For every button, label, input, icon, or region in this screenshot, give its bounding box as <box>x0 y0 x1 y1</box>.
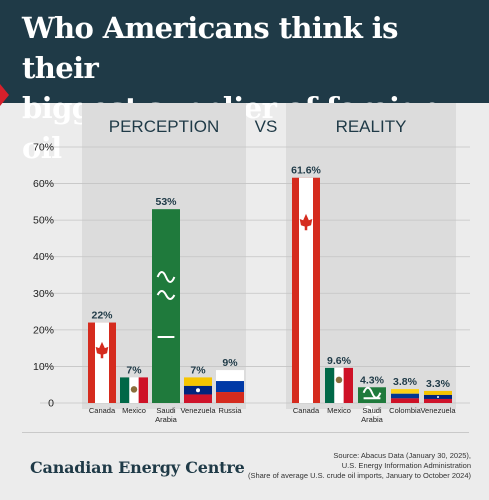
vs-label: VS <box>255 117 278 136</box>
reality-data-label: 61.6% <box>291 165 321 177</box>
reality-bar-mexico <box>325 367 353 403</box>
footer-divider <box>22 432 469 433</box>
perception-category-label: Mexico <box>122 406 146 415</box>
perception-title: PERCEPTION <box>109 117 220 136</box>
red-accent-marker <box>0 84 9 106</box>
shahada-script <box>156 290 176 300</box>
canada-flag-white <box>299 177 313 403</box>
flag-stripe-bottom <box>184 394 212 403</box>
reality-data-label: 4.3% <box>360 374 385 386</box>
perception-bar-venezuela <box>184 377 212 403</box>
y-tick-label: 60% <box>33 178 54 190</box>
mexico-eagle-emblem <box>335 376 343 384</box>
saudi-flag-field <box>358 387 386 403</box>
shahada-script <box>362 405 382 416</box>
venezuela-star-arc <box>196 388 200 393</box>
title-line-1: Who Americans think is their <box>22 11 399 85</box>
reality-data-label: 9.6% <box>327 355 352 367</box>
perception-bar-canada <box>88 322 116 403</box>
perception-category-label: Saudi <box>156 406 176 415</box>
flag-stripe-middle <box>391 393 419 399</box>
reality-data-label: 3.8% <box>393 376 418 388</box>
canada-flag-white <box>95 322 109 403</box>
source-note: Source: Abacus Data (January 30, 2025), … <box>201 451 471 481</box>
perception-data-label: 53% <box>155 196 177 208</box>
reality-category-label: Mexico <box>327 406 351 415</box>
mexico-flag-green <box>120 377 130 403</box>
flag-stripe-bottom <box>424 398 452 403</box>
mexico-flag-red <box>343 367 353 403</box>
saudi-flag-field <box>152 209 180 403</box>
reality-bar-saudi-arabia <box>358 386 386 416</box>
perception-data-label: 22% <box>91 310 113 322</box>
brand-logo-text: Canadian Energy Centre <box>30 458 245 477</box>
flag-stripe-bottom <box>391 398 419 403</box>
shahada-script <box>362 386 382 399</box>
perception-data-label: 9% <box>222 357 238 369</box>
perception-bar-russia <box>216 370 244 403</box>
reality-bar-venezuela <box>424 390 452 403</box>
reality-category-label: Arabia <box>361 415 384 424</box>
flag-stripe-top <box>391 389 419 394</box>
comparison-bar-chart: 0 10% 20% 30% 40% 50% 60% 70% PERCEPTION VS REALIT… <box>33 103 470 424</box>
shahada-script <box>156 271 176 283</box>
mexico-eagle-emblem <box>130 386 138 393</box>
flag-stripe-bottom <box>216 392 244 403</box>
reality-data-label: 3.3% <box>426 378 451 390</box>
y-tick-label: 50% <box>33 215 54 227</box>
maple-leaf-icon <box>95 341 109 359</box>
source-line-2: U.S. Energy Information Administration <box>341 461 471 470</box>
perception-bar-mexico <box>120 377 148 403</box>
y-tick-label: 30% <box>33 288 54 300</box>
perception-category-label: Arabia <box>155 415 178 424</box>
reality-category-label: Canada <box>293 406 320 415</box>
venezuela-star-arc <box>436 395 440 398</box>
flag-stripe-top <box>424 390 452 395</box>
header-banner: Who Americans think is their biggest sup… <box>0 0 489 165</box>
y-tick-label: 0 <box>48 398 54 410</box>
flag-stripe-top <box>184 377 212 386</box>
reality-category-label: Saudi <box>362 406 382 415</box>
reality-bar-colombia <box>391 389 419 403</box>
source-line-1: Source: Abacus Data (January 30, 2025), <box>333 451 471 460</box>
reality-bar-canada <box>292 177 320 403</box>
maple-leaf-icon <box>299 213 313 231</box>
reality-category-label: Colombia <box>389 406 422 415</box>
reality-title: REALITY <box>336 117 407 136</box>
mexico-flag-green <box>325 367 335 403</box>
flag-stripe-middle <box>216 381 244 393</box>
y-tick-label: 40% <box>33 251 54 263</box>
perception-category-label: Canada <box>89 406 116 415</box>
y-tick-label: 20% <box>33 324 54 336</box>
perception-category-label: Venezuela <box>180 406 216 415</box>
perception-bar-saudi-arabia <box>152 209 180 403</box>
mexico-flag-red <box>138 377 148 403</box>
y-tick-label: 10% <box>33 361 54 373</box>
perception-category-label: Russia <box>219 406 243 415</box>
source-line-3: (Share of average U.S. crude oil imports… <box>247 471 471 480</box>
perception-data-label: 7% <box>126 364 142 376</box>
reality-category-label: Venezuela <box>420 406 456 415</box>
y-tick-label: 70% <box>33 142 54 154</box>
perception-data-label: 7% <box>190 364 206 376</box>
flag-stripe-top <box>216 370 244 382</box>
mexico-flag-white <box>334 367 344 403</box>
